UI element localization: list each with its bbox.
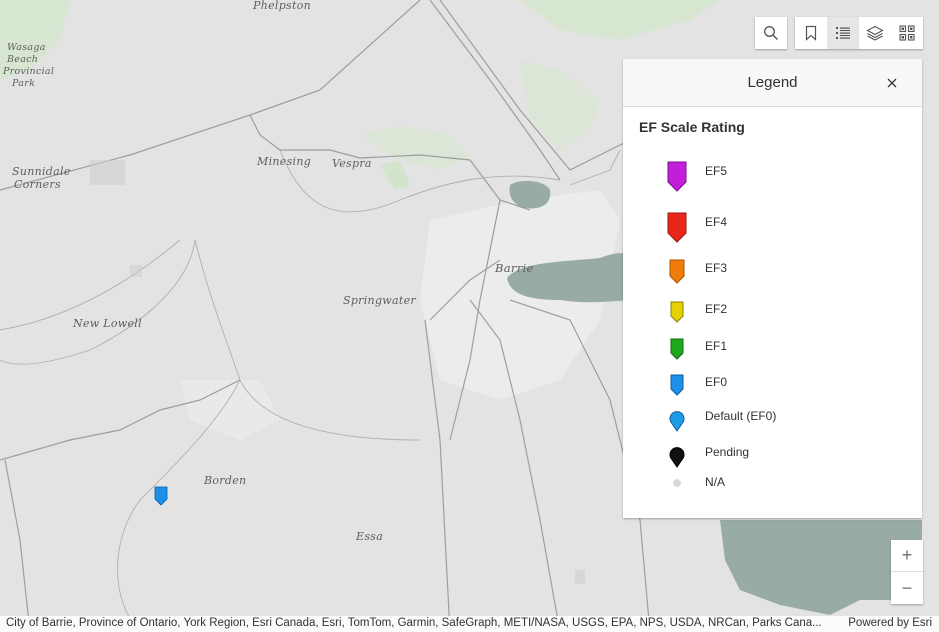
attribution-text[interactable]: City of Barrie, Province of Ontario, Yor… bbox=[6, 617, 822, 629]
widget-toolbar bbox=[795, 17, 923, 49]
legend-list-icon bbox=[836, 27, 850, 39]
green-area bbox=[360, 125, 470, 170]
place-label-phelpston: Phelpston bbox=[253, 0, 312, 12]
green-area bbox=[380, 160, 410, 190]
ef3-pin-icon bbox=[669, 259, 685, 284]
legend-close-button[interactable] bbox=[884, 75, 900, 91]
ef0-pin-icon bbox=[670, 374, 684, 396]
place-label-minesing: Minesing bbox=[257, 155, 312, 168]
place-label-springwater: Springwater bbox=[343, 294, 416, 307]
zoom-control: + − bbox=[891, 540, 923, 604]
ef1-pin-icon bbox=[670, 338, 684, 360]
layers-icon bbox=[866, 25, 884, 41]
tornado-marker-ef0 bbox=[154, 486, 168, 506]
zoom-out-button[interactable]: − bbox=[901, 577, 913, 598]
legend-label-na: N/A bbox=[705, 475, 726, 489]
place-label-essa: Essa bbox=[356, 530, 384, 543]
legend-label-default-ef0: Default (EF0) bbox=[705, 409, 777, 423]
search-toolbar bbox=[755, 17, 787, 49]
legend-label-ef4: EF4 bbox=[705, 215, 728, 229]
ef4-pin-icon bbox=[667, 212, 687, 243]
urban-area bbox=[180, 380, 280, 440]
powered-by-esri[interactable]: Powered by Esri bbox=[848, 617, 932, 629]
legend-label-ef0: EF0 bbox=[705, 375, 728, 389]
bookmark-icon bbox=[805, 25, 817, 41]
legend-label-ef3: EF3 bbox=[705, 261, 728, 275]
place-label-beach: Beach bbox=[7, 54, 39, 65]
place-label-new-lowell: New Lowell bbox=[73, 317, 142, 330]
legend-label-ef5: EF5 bbox=[705, 164, 728, 178]
attribution-bar[interactable]: City of Barrie, Province of Ontario, Yor… bbox=[0, 616, 939, 632]
layer-list-button[interactable] bbox=[859, 17, 891, 49]
legend-panel: Legend EF Scale Rating EF5 EF4 EF3 EF2 E… bbox=[623, 59, 922, 518]
legend-label-ef2: EF2 bbox=[705, 302, 728, 316]
search-icon bbox=[764, 26, 778, 40]
place-label-provincial: Provincial bbox=[3, 66, 55, 77]
water-lake bbox=[509, 180, 551, 209]
place-label-park: Park bbox=[12, 78, 36, 89]
place-label-vespra: Vespra bbox=[332, 157, 372, 170]
green-area bbox=[0, 0, 70, 80]
legend-section-title: EF Scale Rating bbox=[639, 119, 745, 135]
close-icon bbox=[887, 78, 897, 88]
green-area bbox=[520, 60, 600, 150]
legend-title: Legend bbox=[747, 74, 798, 91]
legend-label-ef1: EF1 bbox=[705, 339, 728, 353]
place-label-sunnidale: Sunnidale bbox=[12, 165, 71, 178]
place-label-corners: Corners bbox=[14, 178, 61, 191]
basemap-gallery-button[interactable] bbox=[891, 17, 923, 49]
place-label-borden: Borden bbox=[204, 474, 247, 487]
basemap-gallery-icon bbox=[899, 25, 915, 41]
zoom-in-button[interactable]: + bbox=[891, 540, 923, 572]
bookmarks-button[interactable] bbox=[795, 17, 827, 49]
legend-header: Legend bbox=[623, 59, 922, 107]
place-label-barrie: Barrie bbox=[495, 261, 534, 275]
legend-label-pending: Pending bbox=[705, 445, 750, 459]
na-dot-icon bbox=[673, 479, 681, 487]
ef5-pin-icon bbox=[667, 161, 687, 192]
ef2-pin-icon bbox=[670, 301, 684, 323]
water-lake bbox=[720, 520, 922, 615]
urban-area bbox=[420, 190, 620, 400]
pending-pin-icon bbox=[669, 447, 685, 468]
search-button[interactable] bbox=[755, 17, 787, 49]
place-label-wasaga: Wasaga bbox=[7, 42, 46, 53]
default-pin-icon bbox=[669, 411, 685, 432]
water-lake bbox=[507, 253, 640, 303]
green-area bbox=[400, 0, 720, 40]
legend-button[interactable] bbox=[827, 17, 859, 49]
